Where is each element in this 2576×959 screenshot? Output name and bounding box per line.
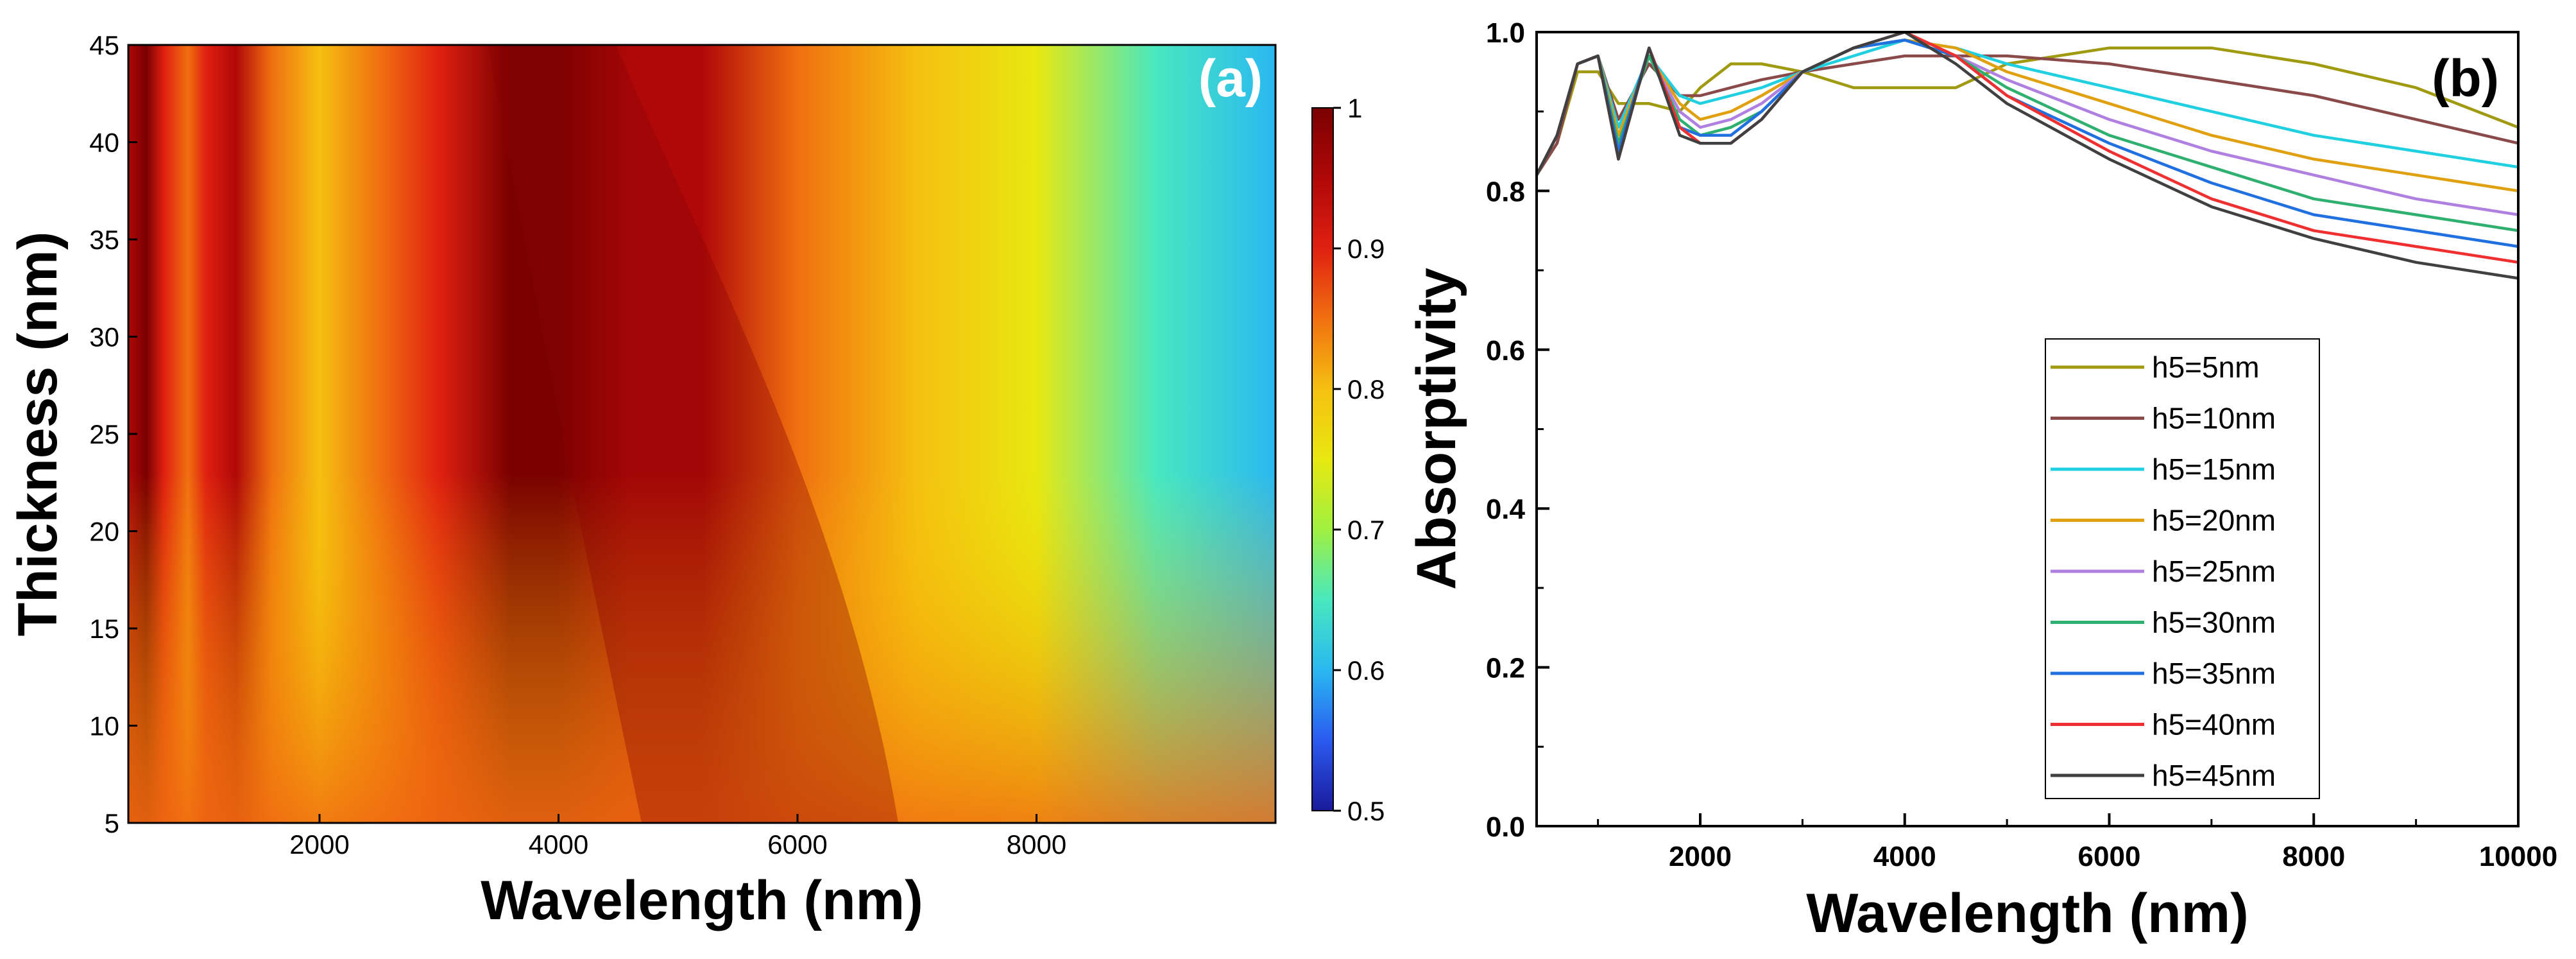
- b-x-tick-label: 2000: [1669, 841, 1732, 872]
- a-y-axis-label: Thickness (nm): [7, 232, 69, 637]
- b-panel-label: (b): [2432, 49, 2499, 108]
- legend: h5=5nm h5=10nm h5=15nm h5=20nm h5=25nm h5=30n…: [2045, 338, 2320, 799]
- a-x-tick-label: 8000: [1007, 829, 1066, 860]
- colorbar-gradient: [1311, 107, 1334, 811]
- a-x-tick-label: 6000: [767, 829, 827, 860]
- b-x-tick-label: 6000: [2078, 841, 2141, 872]
- legend-label: h5=10nm: [2152, 402, 2276, 435]
- b-x-axis-label: Wavelength (nm): [1806, 883, 2249, 944]
- legend-items: h5=5nm h5=10nm h5=15nm h5=20nm h5=25nm h5=30n…: [2051, 350, 2276, 792]
- legend-label: h5=5nm: [2152, 350, 2260, 384]
- legend-label: h5=15nm: [2152, 453, 2276, 486]
- colorbar-tick-label: 0.8: [1347, 374, 1385, 404]
- panel-b: 2000 4000 6000 8000 10000 0.0 0.2 0.4 0.6 0.8 1.0…: [1406, 17, 2557, 944]
- heatmap-thickness-shading: [128, 45, 1275, 823]
- legend-box: [2045, 338, 2320, 799]
- b-x-axis: 2000 4000 6000 8000 10000: [1597, 813, 2557, 872]
- legend-label: h5=30nm: [2152, 606, 2276, 639]
- b-y-tick-label: 1.0: [1486, 17, 1525, 49]
- b-x-tick-label: 10000: [2479, 841, 2557, 872]
- colorbar-ticks: 0.5 0.6 0.7 0.8 0.9 1: [1333, 93, 1385, 826]
- legend-label: h5=25nm: [2152, 555, 2276, 588]
- b-y-tick-label: 0.6: [1486, 335, 1525, 367]
- b-x-tick-label: 4000: [1873, 841, 1936, 872]
- b-y-tick-label: 0.4: [1486, 494, 1526, 525]
- a-y-tick-label: 5: [105, 808, 119, 838]
- a-y-tick-label: 45: [89, 30, 119, 60]
- colorbar: 0.5 0.6 0.7 0.8 0.9 1: [1311, 93, 1385, 826]
- b-x-tick-label: 8000: [2282, 841, 2345, 872]
- colorbar-tick-label: 0.5: [1347, 796, 1385, 826]
- a-y-tick-label: 25: [89, 419, 119, 449]
- a-y-tick-label: 20: [89, 517, 119, 547]
- b-y-axis: 0.0 0.2 0.4 0.6 0.8 1.0: [1486, 17, 1549, 843]
- legend-label: h5=35nm: [2152, 657, 2276, 690]
- series-line-h5-45nm: [1537, 32, 2518, 280]
- b-plot-frame: [1535, 31, 2520, 827]
- a-x-tick-label: 4000: [529, 829, 588, 860]
- legend-label: h5=20nm: [2152, 504, 2276, 537]
- b-y-tick-label: 0.2: [1486, 653, 1525, 684]
- a-x-axis-label: Wavelength (nm): [481, 870, 923, 931]
- a-y-tick-label: 10: [89, 711, 119, 741]
- b-y-tick-label: 0.8: [1486, 176, 1525, 207]
- series-line-h5-40nm: [1537, 32, 2518, 264]
- a-panel-label: (a): [1198, 49, 1263, 108]
- panel-a: 2000 4000 6000 8000 5 10 15 20 25 30 35 40 45 Wavel…: [7, 30, 1385, 931]
- series-line-h5-5nm: [1537, 46, 2518, 176]
- a-y-tick-label: 35: [89, 225, 119, 255]
- a-x-tick-label: 2000: [289, 829, 349, 860]
- legend-label: h5=40nm: [2152, 708, 2276, 741]
- a-y-axis: 5 10 15 20 25 30 35 40 45: [89, 30, 137, 838]
- series-line-h5-25nm: [1537, 39, 2518, 216]
- a-y-tick-label: 30: [89, 322, 119, 352]
- a-y-tick-label: 40: [89, 128, 119, 158]
- colorbar-tick-label: 1: [1347, 93, 1362, 123]
- colorbar-tick-label: 0.9: [1347, 234, 1385, 264]
- colorbar-tick-label: 0.7: [1347, 515, 1385, 545]
- colorbar-tick-label: 0.6: [1347, 655, 1385, 686]
- heatmap: [128, 45, 1275, 823]
- legend-label: h5=45nm: [2152, 759, 2276, 792]
- b-series-lines: [1537, 32, 2518, 280]
- b-y-axis-label: Absorptivity: [1406, 268, 1467, 590]
- heatmap-peak-band: [488, 45, 898, 823]
- a-y-tick-label: 15: [89, 614, 119, 644]
- b-y-tick-label: 0.0: [1486, 811, 1525, 843]
- a-x-axis: 2000 4000 6000 8000: [289, 814, 1066, 860]
